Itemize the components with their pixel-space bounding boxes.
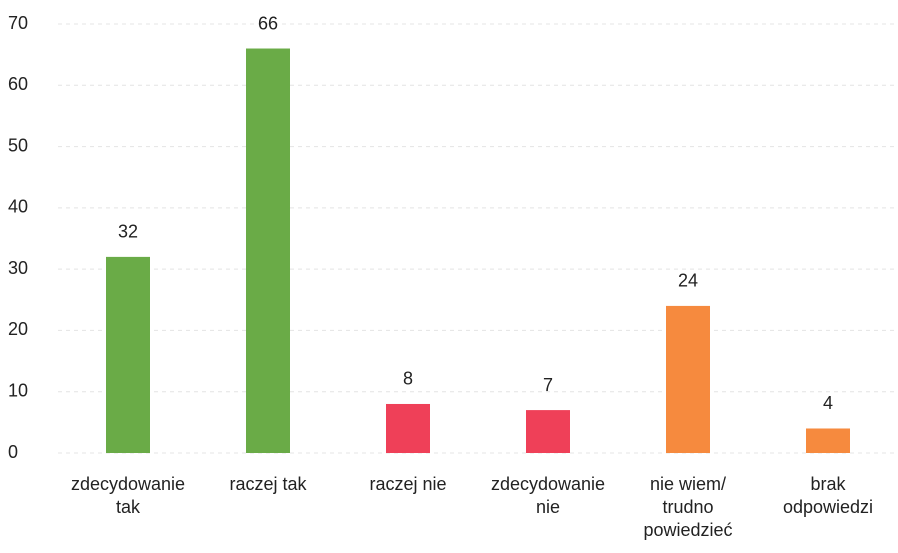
y-tick-label: 30 <box>8 258 28 278</box>
bar <box>526 410 570 453</box>
x-tick-label: raczej tak <box>229 474 307 494</box>
y-tick-label: 0 <box>8 442 18 462</box>
x-tick-label: zdecydowanie tak <box>70 474 186 517</box>
data-label: 32 <box>118 222 138 242</box>
data-label: 8 <box>403 369 413 389</box>
x-tick-label: nie wiem/ trudno powiedzieć <box>643 474 733 540</box>
y-tick-label: 60 <box>8 74 28 94</box>
bar <box>806 428 850 453</box>
bar <box>106 256 150 453</box>
data-label: 24 <box>678 271 698 291</box>
y-tick-label: 70 <box>8 13 28 33</box>
x-tick-label: zdecydowanie nie <box>490 474 606 517</box>
y-tick-label: 10 <box>8 380 28 400</box>
bar <box>246 48 290 454</box>
bar <box>666 305 710 453</box>
y-tick-label: 50 <box>8 135 28 155</box>
y-tick-label: 40 <box>8 197 28 217</box>
data-label: 7 <box>543 375 553 395</box>
y-tick-label: 20 <box>8 319 28 339</box>
x-tick-label: raczej nie <box>369 474 447 494</box>
data-label: 4 <box>823 393 833 413</box>
x-tick-label: brak odpowiedzi <box>782 474 874 517</box>
bar <box>386 403 430 453</box>
data-label: 66 <box>258 13 278 33</box>
